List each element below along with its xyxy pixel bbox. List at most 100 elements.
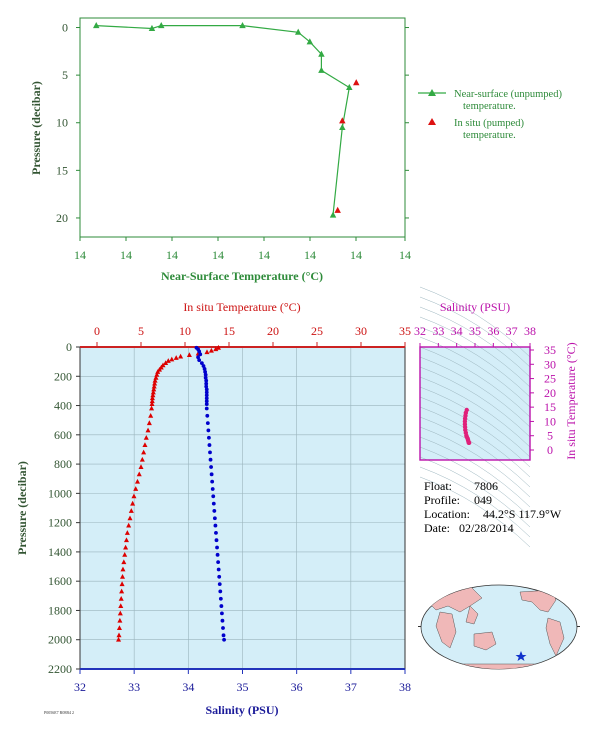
in-situ-point [339, 117, 346, 124]
temperature-point [120, 566, 126, 572]
near-surface-plot-frame [79, 17, 406, 238]
map-land-australia [473, 631, 497, 651]
salinity-point [208, 450, 212, 455]
salinity-point [216, 567, 221, 572]
temperature-point [151, 383, 157, 389]
temperature-point [119, 588, 125, 594]
temperature-point [149, 398, 155, 404]
salinity-tick-label: 36 [291, 680, 303, 694]
temperature-tick-label: 10 [179, 324, 191, 338]
salinity-point [202, 367, 207, 371]
temperature-point [165, 358, 171, 363]
salinity-point [210, 487, 215, 491]
near-surface-point [329, 211, 337, 218]
salinity-tick-label: 38 [399, 680, 411, 694]
near-surface-x-tick-label: 14 [399, 248, 411, 262]
temperature-point [153, 374, 159, 380]
salinity-point [212, 516, 217, 521]
location-label: Location: [424, 507, 470, 521]
temperature-point [155, 369, 161, 374]
salinity-tick-label: 37 [345, 680, 357, 694]
temperature-point [126, 522, 132, 528]
salinity-point [222, 637, 226, 642]
temperature-tick-label: 15 [223, 324, 235, 338]
near-surface-x-tick-label: 14 [304, 248, 316, 262]
ts-density-contour [419, 476, 531, 548]
legend-near-surface-line2: temperature. [463, 101, 516, 112]
ts-temperature-tick-label: 10 [544, 414, 556, 428]
salinity-tick-label: 33 [128, 680, 140, 694]
float-location-marker [515, 651, 527, 661]
ts-density-contour [419, 446, 531, 518]
temperature-point [154, 372, 160, 377]
pressure-tick-label: 1800 [48, 603, 72, 617]
legend-triangle-in-situ [428, 118, 436, 125]
ts-salinity-tick-label: 34 [451, 324, 463, 338]
salinity-point [198, 352, 203, 357]
ts-point [466, 440, 472, 446]
near-surface-x-tick-label: 14 [120, 248, 132, 262]
float-value: 7806 [474, 479, 498, 493]
temperature-point [116, 636, 122, 642]
pressure-tick-label: 400 [54, 399, 72, 413]
legend-in-situ-line2: temperature. [463, 130, 516, 141]
temperature-tick-label: 25 [311, 324, 323, 338]
temperature-point [123, 537, 129, 543]
salinity-point [209, 465, 213, 469]
temperature-point [150, 389, 156, 395]
ts-density-contour [419, 436, 531, 508]
near-surface-y-tick-label: 5 [62, 68, 68, 82]
ts-density-contour [419, 316, 531, 388]
temperature-point [127, 515, 133, 521]
pressure-tick-label: 0 [66, 340, 72, 354]
salinity-point [215, 545, 219, 550]
salinity-point [204, 390, 209, 395]
ts-salinity-tick-label: 32 [414, 324, 426, 338]
map-tick-left [418, 626, 421, 627]
ts-temperature-tick-label: 15 [544, 400, 556, 414]
temperature-point [117, 617, 123, 623]
temperature-point [151, 386, 157, 392]
near-surface-point [318, 66, 325, 73]
ts-density-contour [419, 376, 531, 448]
near-surface-point [93, 22, 100, 29]
salinity-point [214, 538, 219, 543]
salinity-point [213, 523, 218, 528]
temperature-point [139, 456, 145, 462]
profile-value: 049 [474, 493, 492, 507]
pressure-tick-label: 2000 [48, 633, 72, 647]
near-surface-y-tick-label: 20 [56, 211, 68, 225]
salinity-point [204, 393, 209, 398]
temperature-point [128, 508, 134, 513]
temperature-point [149, 405, 155, 411]
temperature-point [146, 420, 152, 426]
legend-triangle-near-surface [428, 89, 436, 96]
salinity-point [220, 611, 224, 616]
temperature-tick-label: 0 [94, 324, 100, 338]
temperature-tick-label: 5 [138, 324, 144, 338]
ts-density-contour [419, 416, 531, 488]
salinity-point [208, 457, 213, 462]
temperature-point [173, 355, 179, 360]
ts-density-contour [419, 426, 531, 498]
ts-density-contour [419, 326, 531, 398]
ts-salinity-tick-label: 38 [524, 324, 536, 338]
salinity-point [209, 472, 214, 477]
salinity-tick-label: 32 [74, 680, 86, 694]
salinity-point [216, 560, 221, 565]
location-value: 44.2°S 117.9°W [483, 507, 562, 521]
ts-salinity-tick-label: 36 [487, 324, 499, 338]
salinity-point [206, 428, 211, 433]
salinity-point [211, 501, 216, 506]
salinity-point [204, 381, 209, 386]
pressure-tick-label: 1200 [48, 516, 72, 530]
temperature-point [119, 581, 125, 587]
near-surface-x-tick-label: 14 [212, 248, 224, 262]
ts-temperature-tick-label: 20 [544, 386, 556, 400]
near-surface-point [318, 50, 325, 57]
near-surface-point [239, 22, 246, 29]
temperature-point [121, 559, 127, 565]
temperature-point [136, 471, 142, 477]
ts-density-contour [419, 356, 531, 428]
